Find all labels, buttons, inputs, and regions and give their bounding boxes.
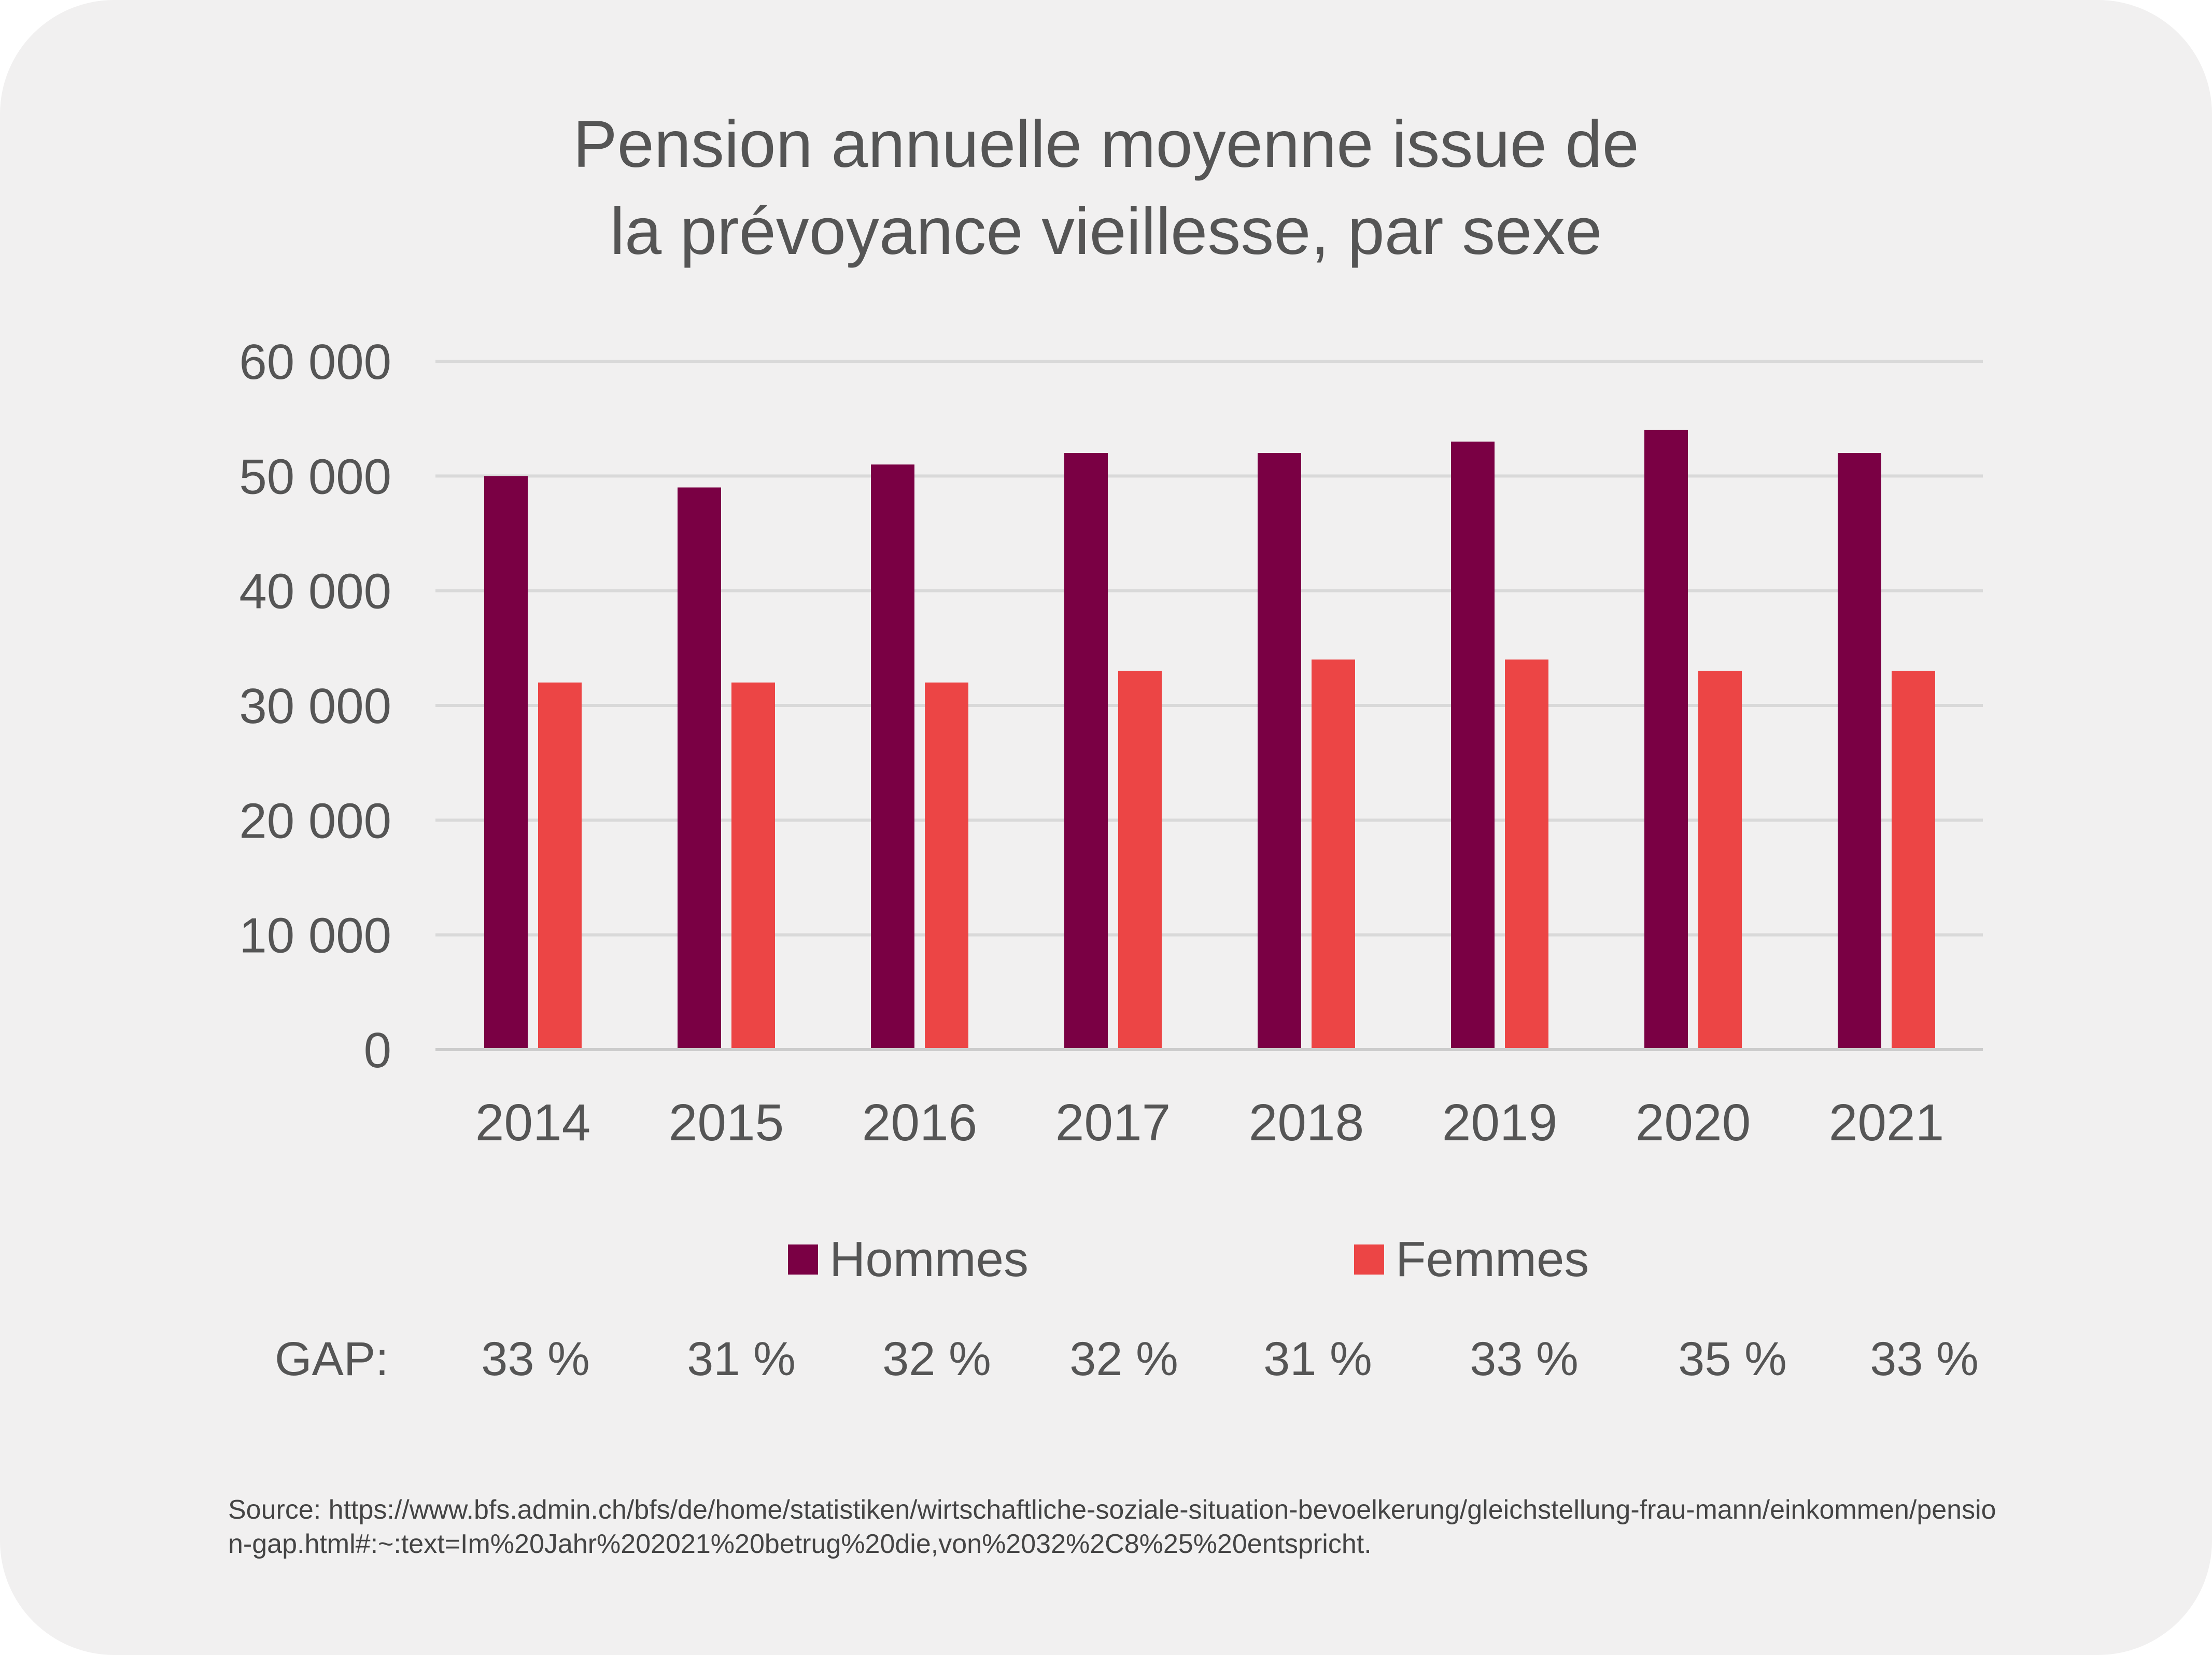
legend-item-hommes: Hommes [788, 1231, 1028, 1288]
chart-title-line-1: Pension annuelle moyenne issue de [573, 107, 1639, 181]
bar-femmes-2021 [1892, 671, 1935, 1050]
legend-label-femmes: Femmes [1396, 1232, 1589, 1287]
x-tick-label-2021: 2021 [1829, 1094, 1944, 1152]
bar-hommes-2016 [871, 464, 914, 1050]
bar-hommes-2021 [1838, 453, 1881, 1050]
y-tick-label: 30 000 [239, 678, 391, 734]
legend-swatch-hommes [788, 1244, 818, 1275]
y-tick-label: 10 000 [239, 908, 391, 964]
gap-value-2014: 33 % [481, 1333, 590, 1385]
bar-chart: 0 10 000 20 000 30 000 40 000 50 000 60 000 20… [239, 334, 1983, 1152]
gap-label: GAP: [275, 1333, 389, 1385]
y-tick-label: 0 [364, 1023, 391, 1078]
chart-title-line-2: la prévoyance vieillesse, par sexe [610, 194, 1602, 268]
legend-swatch-femmes [1354, 1244, 1384, 1275]
gap-value-2021: 33 % [1870, 1333, 1979, 1385]
x-tick-label-2018: 2018 [1249, 1094, 1364, 1152]
bar-hommes-2017 [1064, 453, 1108, 1050]
bar-hommes-2019 [1451, 441, 1495, 1050]
chart-title: Pension annuelle moyenne issue de la pré… [0, 101, 2212, 275]
y-tick-label: 20 000 [239, 793, 391, 848]
gap-value-2018: 31 % [1263, 1333, 1372, 1385]
legend-item-femmes: Femmes [1354, 1231, 1589, 1288]
gap-value-2020: 35 % [1678, 1333, 1787, 1385]
x-tick-label-2014: 2014 [475, 1094, 590, 1152]
gap-value-2016: 32 % [882, 1333, 991, 1385]
x-tick-label-2020: 2020 [1636, 1094, 1751, 1152]
bar-hommes-2014 [484, 476, 528, 1050]
y-axis-ticks: 0 10 000 20 000 30 000 40 000 50 000 60 000 [239, 334, 391, 1078]
legend-label-hommes: Hommes [829, 1232, 1029, 1287]
bar-femmes-2015 [731, 682, 775, 1050]
x-tick-label-2015: 2015 [669, 1094, 784, 1152]
bar-hommes-2018 [1258, 453, 1301, 1050]
x-tick-label-2019: 2019 [1442, 1094, 1557, 1152]
gap-value-2019: 33 % [1470, 1333, 1579, 1385]
bars [484, 430, 1935, 1050]
bar-femmes-2020 [1698, 671, 1742, 1050]
y-tick-label: 60 000 [239, 334, 391, 390]
y-tick-label: 40 000 [239, 564, 391, 619]
gridlines [435, 360, 1983, 1051]
gap-value-2017: 32 % [1069, 1333, 1178, 1385]
bar-femmes-2019 [1505, 659, 1548, 1050]
bar-femmes-2014 [538, 682, 582, 1050]
x-tick-label-2016: 2016 [862, 1094, 977, 1152]
bar-femmes-2017 [1118, 671, 1162, 1050]
gap-value-2015: 31 % [687, 1333, 796, 1385]
bar-femmes-2016 [925, 682, 968, 1050]
x-tick-label-2017: 2017 [1055, 1094, 1171, 1152]
y-tick-label: 50 000 [239, 449, 391, 504]
source-note: Source: https://www.bfs.admin.ch/bfs/de/… [228, 1495, 1996, 1559]
bar-femmes-2018 [1312, 659, 1355, 1050]
x-axis-ticks: 2014 2015 2016 2017 2018 2019 2020 2021 [435, 1048, 1983, 1152]
bar-hommes-2020 [1644, 430, 1688, 1050]
bar-hommes-2015 [678, 487, 721, 1050]
